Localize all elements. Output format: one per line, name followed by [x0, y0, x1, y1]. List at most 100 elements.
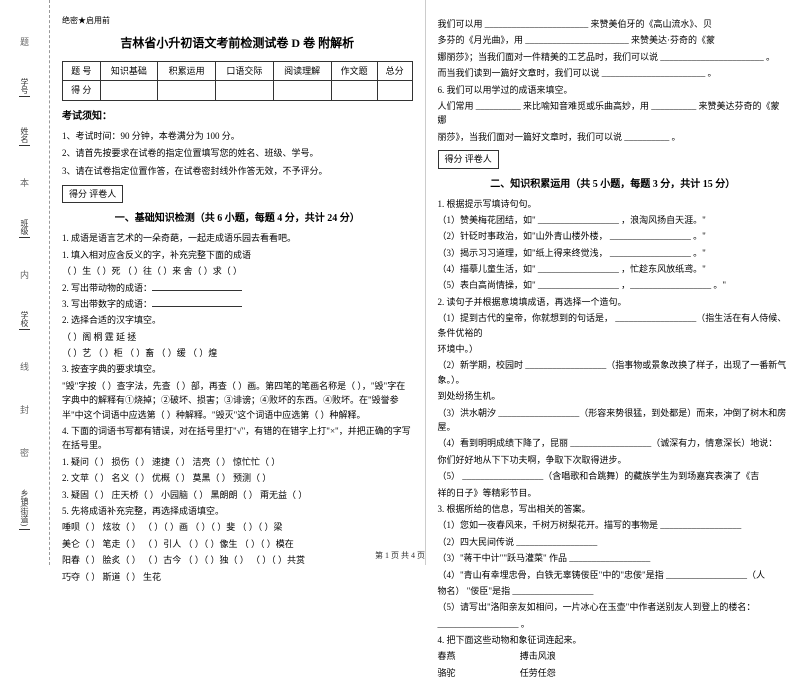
r-q2-line: （1）提到古代的皇帝，你就想到的句话是， __________________（…	[438, 311, 789, 340]
text: 2. 写出带动物的成语：	[62, 283, 152, 293]
r-q2-line: （3）洪水朝汐 __________________（形容来势很猛，到处都是）而…	[438, 406, 789, 435]
binding-label: 班级	[19, 219, 30, 238]
pair-left: 骆驼	[438, 666, 518, 680]
r-q4-pair: 春燕 搏击风浪	[438, 649, 789, 663]
q3-body: "毁"字按（ ）查字法，先查（ ）部，再查（ ）画。第四笔的笔画名称是（ ），"…	[62, 379, 413, 422]
q1-p3: 3. 写出带数字的成语：	[62, 297, 413, 311]
score-table: 题 号 知识基础 积累运用 口语交际 阅读理解 作文题 总分 得 分	[62, 61, 413, 101]
q4-row: 1. 疑问（ ） 损伤（ ） 速捷（ ） 洁亮（ ） 惊忙忙（ ）	[62, 455, 413, 469]
part1-title: 一、基础知识检测（共 6 小题，每题 4 分，共计 24 分）	[62, 211, 413, 227]
r-q2-line: （5） __________________（含唱歌和合跳舞）的藏族学生为到场嘉…	[438, 469, 789, 483]
q1-stem: 1. 成语是语言艺术的一朵奇葩，一起走成语乐园去看看吧。	[62, 231, 413, 245]
q6-line: 丽莎》，当我们面对一篇好文章时，我们可以说 __________ 。	[438, 130, 789, 144]
r-q2-line: 祥的日子》等精彩节目。	[438, 486, 789, 500]
th: 题 号	[63, 61, 101, 80]
q3-stem: 3. 按查字典的要求填空。	[62, 362, 413, 376]
secrecy-mark: 绝密★启用前	[62, 15, 413, 28]
r-q1-stem: 1. 根据提示写填诗句句。	[438, 197, 789, 211]
r-q3-item: （2）四大民间传说 __________________	[438, 535, 789, 549]
r-q1-item: （3）揭示习习道理，如"纸上得来终觉浅， __________________ …	[438, 246, 789, 260]
binding-margin: 题 学号 姓名 本 班级 内 学校 线 封 密 乡镇(街道)	[0, 0, 50, 565]
cell	[100, 81, 158, 100]
blank	[152, 297, 242, 307]
q4-row: 2. 文苹（ ） 名义（ ） 优概（ ） 莫黑（ ） 预测（ ）	[62, 471, 413, 485]
r-q2-line: 环境中。）	[438, 342, 789, 356]
q5-cont: 娜丽莎》；当我们面对一件精美的工艺品时，我们可以说 ______________…	[438, 50, 789, 64]
r-q2-line: 你们好好地从下下功夫啊，争取下次取得进步。	[438, 453, 789, 467]
q6-line: 人们常用 __________ 来比喻知音难觅或乐曲高妙，用 _________…	[438, 99, 789, 128]
cell	[158, 81, 216, 100]
q2-l1: （ ）阁 桐 霆 延 拯	[62, 330, 413, 344]
r-q2-stem: 2. 读句子并根据意境填成语，再选择一个造句。	[438, 295, 789, 309]
q5-stem: 5. 先将成语补充完整，再选择成语填空。	[62, 504, 413, 518]
r-q3-item: __________________ 。	[438, 617, 789, 631]
page-footer: 第 1 页 共 4 页	[0, 550, 800, 561]
r-q3-item: 物名） "佞臣"是指 __________________	[438, 584, 789, 598]
q6-stem: 6. 我们可以用学过的成语来填空。	[438, 83, 789, 97]
q5-row: 唾呗（ ） 炫妆（ ） （ ）（ ）画 （ ）（ ）斐 （ ）（ ）梁	[62, 520, 413, 534]
binding-mark: 内	[20, 268, 29, 281]
cell	[216, 81, 274, 100]
r-q2-line: 到处纷扬生机。	[438, 389, 789, 403]
r-q1-item: （5）表白高尚情操，如" __________________ ，_______…	[438, 278, 789, 292]
q2-l2: （ ）艺 （ ）柜 （ ）畜 （ ）缓 （ ）煌	[62, 346, 413, 360]
right-column: 我们可以用 _______________________ 来赞美伯牙的《高山流…	[426, 0, 800, 565]
exam-title: 吉林省小升初语文考前检测试卷 D 卷 附解析	[62, 34, 413, 53]
q5-cont: 多芬的《月光曲》，用 _______________________ 来赞美达·…	[438, 33, 789, 47]
binding-mark: 线	[20, 360, 29, 373]
q1-p1: 1. 填入相对应含反义的字，补充完整下面的成语	[62, 248, 413, 262]
r-q3-item: （5）请写出"洛阳亲友如相问，一片冰心在玉壶"中作者送别友人到登上的楼名：	[438, 600, 789, 614]
part2-title: 二、知识积累运用（共 5 小题，每题 3 分，共计 15 分）	[438, 177, 789, 193]
q5-row: 美仑（ ） 笔走（ ） （ ）引人 （ ）（ ）像生 （ ）（ ）模在	[62, 537, 413, 551]
notice-item: 2、请首先按要求在试卷的指定位置填写您的姓名、班级、学号。	[62, 146, 413, 160]
blank	[152, 281, 242, 291]
cell	[273, 81, 331, 100]
th: 知识基础	[100, 61, 158, 80]
r-q4-pair: 骆驼 任劳任怨	[438, 666, 789, 680]
text: 3. 写出带数字的成语：	[62, 299, 152, 309]
q1-line: （ ）生（ ）死 （ ）往（ ）来 舍（ ）求（ ）	[62, 264, 413, 278]
q2-stem: 2. 选择合适的汉字填空。	[62, 313, 413, 327]
notice-head: 考试须知：	[62, 109, 413, 125]
r-q2-line: （2）新学期，校园时 __________________（指事物或景象改换了样…	[438, 358, 789, 387]
score-box: 得分 评卷人	[438, 150, 499, 168]
r-q1-item: （4）描摹儿童生活，如" __________________ ，忙趁东风放纸鸢…	[438, 262, 789, 276]
binding-label: 乡镇(街道)	[19, 489, 30, 529]
cell	[377, 81, 412, 100]
r-q1-item: （2）针砭时事政治，如"山外青山楼外楼， __________________ …	[438, 229, 789, 243]
r-q3-item: （4）"青山有幸埋忠骨，白铁无辜铸佞臣"中的"忠佞"是指 ___________…	[438, 568, 789, 582]
q5-row: 巧夺（ ） 斯道（ ） 生花	[62, 570, 413, 584]
pair-left: 春燕	[438, 649, 518, 663]
binding-mark: 密	[20, 446, 29, 459]
q5-cont: 而当我们读到一篇好文章时，我们可以说 _____________________…	[438, 66, 789, 80]
binding-label: 学校	[19, 311, 30, 330]
binding-mark: 题	[20, 35, 29, 48]
th: 口语交际	[216, 61, 274, 80]
notice-item: 3、请在试卷指定位置作答，在试卷密封线外作答无效，不予评分。	[62, 164, 413, 178]
r-q3-item: （1）您如一夜春风来，千树万树梨花开。描写的事物是 ______________…	[438, 518, 789, 532]
r-q3-stem: 3. 根据所给的信息，写出相关的答案。	[438, 502, 789, 516]
th: 作文题	[331, 61, 377, 80]
exam-page: 题 学号 姓名 本 班级 内 学校 线 封 密 乡镇(街道) 绝密★启用前 吉林…	[0, 0, 800, 565]
th: 阅读理解	[273, 61, 331, 80]
pair-right: 任劳任怨	[520, 668, 556, 678]
q1-p2: 2. 写出带动物的成语：	[62, 281, 413, 295]
score-box: 得分 评卷人	[62, 185, 123, 203]
q4-stem: 4. 下面的词语书写都有错误，对在括号里打"√"，有错的在错字上打"×"，并把正…	[62, 424, 413, 453]
table-row: 得 分	[63, 81, 413, 100]
th: 总分	[377, 61, 412, 80]
pair-right: 搏击风浪	[520, 651, 556, 661]
binding-mark: 封	[20, 403, 29, 416]
binding-mark: 本	[20, 176, 29, 189]
binding-label: 姓名	[19, 127, 30, 146]
r-q2-line: （4）看到明明成绩下降了，昆丽 __________________（诚深有力，…	[438, 436, 789, 450]
notice-item: 1、考试时间：90 分钟，本卷满分为 100 分。	[62, 129, 413, 143]
q5-cont: 我们可以用 _______________________ 来赞美伯牙的《高山流…	[438, 17, 789, 31]
cell	[331, 81, 377, 100]
table-row: 题 号 知识基础 积累运用 口语交际 阅读理解 作文题 总分	[63, 61, 413, 80]
row-label: 得 分	[63, 81, 101, 100]
r-q4-stem: 4. 把下面这些动物和象征词连起来。	[438, 633, 789, 647]
th: 积累运用	[158, 61, 216, 80]
left-column: 绝密★启用前 吉林省小升初语文考前检测试卷 D 卷 附解析 题 号 知识基础 积…	[50, 0, 426, 565]
binding-label: 学号	[19, 78, 30, 97]
